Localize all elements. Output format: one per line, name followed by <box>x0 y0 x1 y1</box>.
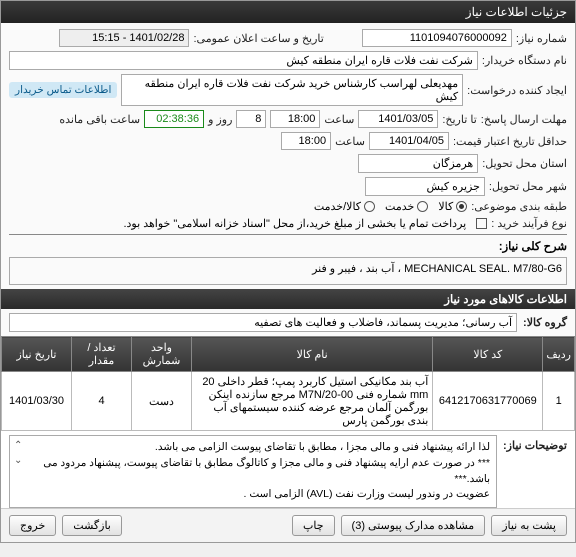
notes-box[interactable]: ⌃⌄ لذا ارائه پیشنهاد فنی و مالی مجزا ، م… <box>9 435 497 508</box>
label-time2: ساعت <box>335 135 365 148</box>
th-date: تاریخ نیاز <box>2 337 72 372</box>
expand-icon[interactable]: ⌃⌄ <box>14 438 22 468</box>
label-city: شهر محل تحویل: <box>489 180 567 193</box>
return-button[interactable]: بازگشت <box>62 515 122 536</box>
radio-dot-icon <box>417 201 428 212</box>
label-packaging: طبقه بندی موضوعی: <box>471 200 567 213</box>
field-days: 8 <box>236 110 266 128</box>
field-valid-time: 18:00 <box>281 132 331 150</box>
contact-link[interactable]: اطلاعات تماس خریدار <box>9 82 117 98</box>
label-valid: حداقل تاریخ اعتبار قیمت: <box>453 135 567 148</box>
label-creator: ایجاد کننده درخواست: <box>467 84 567 97</box>
field-announce: 1401/02/28 - 15:15 <box>59 29 189 47</box>
label-group: گروه کالا: <box>523 316 567 329</box>
table-row[interactable]: 1 6412170631770069 آب بند مکانیکی استیل … <box>2 372 575 431</box>
attach-label: مشاهده مدارک پیوستی <box>368 520 474 532</box>
form-area: شماره نیاز: 1101094076000092 تاریخ و ساع… <box>1 23 575 289</box>
cell-qty: 4 <box>72 372 132 431</box>
cell-date: 1401/03/30 <box>2 372 72 431</box>
field-deadline-time: 18:00 <box>270 110 320 128</box>
radio-dot-icon <box>456 201 467 212</box>
desc-box: MECHANICAL SEAL. M7/80-G6 ، آب بند ، فیب… <box>9 257 567 285</box>
separator <box>9 234 567 235</box>
cell-idx: 1 <box>543 372 575 431</box>
radio-dot-icon <box>364 201 375 212</box>
footer: پشت به نیاز مشاهده مدارک پیوستی (3) چاپ … <box>1 508 575 542</box>
field-remain: 02:38:36 <box>144 110 204 128</box>
field-group: آب رسانی؛ مدیریت پسماند، فاضلاب و فعالیت… <box>9 313 517 332</box>
cell-unit: دست <box>132 372 192 431</box>
desc-title: شرح کلی نیاز: <box>9 239 567 253</box>
label-purchase: نوع فرآیند خرید : <box>491 217 567 230</box>
field-city: جزیره کیش <box>365 177 485 196</box>
purchase-text: پرداخت تمام یا بخشی از مبلغ خرید،از محل … <box>123 217 466 230</box>
field-valid-date: 1401/04/05 <box>369 132 449 150</box>
label-announce: تاریخ و ساعت اعلان عمومی: <box>193 32 323 45</box>
field-creator: مهدیعلی لهراسب کارشناس خرید شرکت نفت فلا… <box>121 74 463 106</box>
label-time1: ساعت <box>324 113 354 126</box>
th-name: نام کالا <box>192 337 433 372</box>
label-remain: ساعت باقی مانده <box>59 113 140 126</box>
label-deadline-to: تا تاریخ: <box>442 113 476 126</box>
field-reqno: 1101094076000092 <box>362 29 512 47</box>
note-line: عضویت در وندور لیست وزارت نفت (AVL) الزا… <box>16 487 490 503</box>
checkbox-icon <box>476 218 487 229</box>
th-code: کد کالا <box>433 337 543 372</box>
label-reqno: شماره نیاز: <box>516 32 567 45</box>
th-qty: تعداد / مقدار <box>72 337 132 372</box>
label-location: استان محل تحویل: <box>482 157 567 170</box>
label-days: روز و <box>208 113 232 126</box>
section-items-header: اطلاعات کالاهای مورد نیاز <box>1 289 575 309</box>
th-unit: واحد شمارش <box>132 337 192 372</box>
th-idx: ردیف <box>543 337 575 372</box>
radio-khedmat[interactable]: خدمت <box>385 200 428 213</box>
field-deadline-date: 1401/03/05 <box>358 110 438 128</box>
note-line: *** در صورت عدم ارایه پیشنهاد فنی و مالی… <box>16 456 490 488</box>
back-button[interactable]: پشت به نیاز <box>491 515 567 536</box>
attachments-button[interactable]: مشاهده مدارک پیوستی (3) <box>341 515 486 536</box>
label-orgname: نام دستگاه خریدار: <box>482 54 567 67</box>
field-orgname: شرکت نفت فلات قاره ایران منطقه کیش <box>9 51 478 70</box>
field-location: هرمزگان <box>358 154 478 173</box>
cell-code: 6412170631770069 <box>433 372 543 431</box>
label-notes: توضیحات نیاز: <box>503 435 567 452</box>
purchase-checkbox[interactable]: پرداخت تمام یا بخشی از مبلغ خرید،از محل … <box>123 217 487 230</box>
attach-count: (3) <box>352 520 365 532</box>
note-line: لذا ارائه پیشنهاد فنی و مالی مجزا ، مطاب… <box>16 440 490 456</box>
cell-name: آب بند مکانیکی استیل کاربرد پمپ؛ قطر داخ… <box>192 372 433 431</box>
items-table-wrap: ردیف کد کالا نام کالا واحد شمارش تعداد /… <box>1 336 575 431</box>
print-button[interactable]: چاپ <box>292 515 335 536</box>
table-header-row: ردیف کد کالا نام کالا واحد شمارش تعداد /… <box>2 337 575 372</box>
close-button[interactable]: خروج <box>9 515 56 536</box>
label-deadline: مهلت ارسال پاسخ: <box>481 113 567 126</box>
packaging-radios: کالا خدمت کالا/خدمت <box>314 200 467 213</box>
window-title: جزئیات اطلاعات نیاز <box>1 1 575 23</box>
radio-both[interactable]: کالا/خدمت <box>314 200 375 213</box>
window: جزئیات اطلاعات نیاز شماره نیاز: 11010940… <box>0 0 576 543</box>
items-table: ردیف کد کالا نام کالا واحد شمارش تعداد /… <box>1 336 575 431</box>
radio-kala[interactable]: کالا <box>438 200 467 213</box>
